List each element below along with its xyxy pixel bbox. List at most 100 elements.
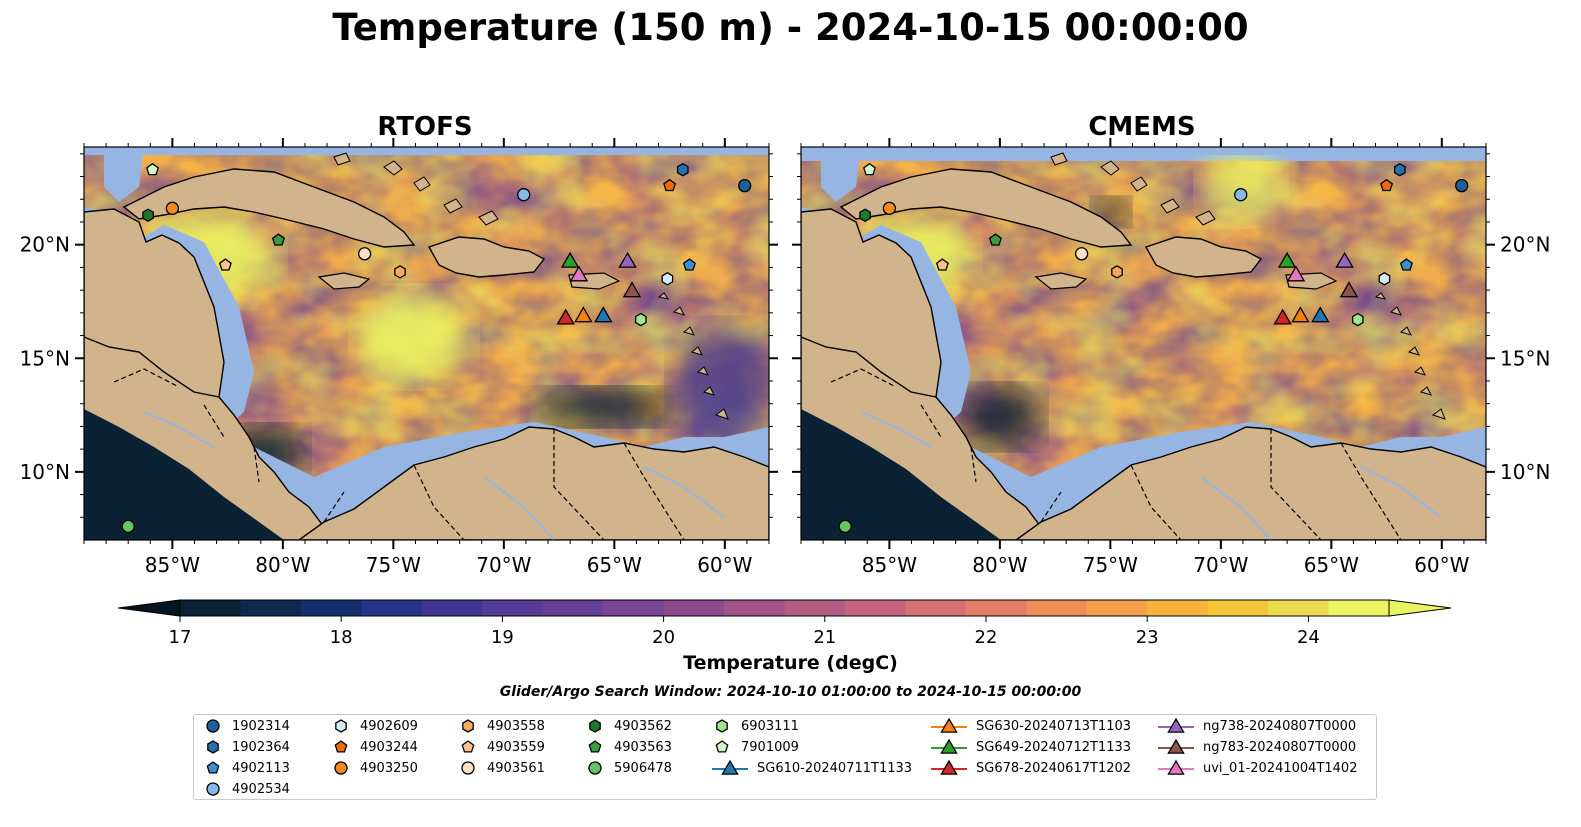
legend-label: ng738-20240807T0000 [1203, 718, 1357, 734]
panel-title-rtofs: RTOFS [377, 112, 473, 142]
colorbar-segment [905, 600, 967, 616]
colorbar-segment [180, 600, 241, 616]
legend-item: 7901009 [711, 737, 799, 757]
lat-tick-label: 20°N [1500, 233, 1550, 257]
map-frame-cmems [800, 146, 1487, 541]
map-rtofs [84, 147, 769, 540]
legend-item: 5906478 [584, 758, 672, 778]
legend-marker [206, 719, 220, 733]
legend-item: 4902609 [330, 716, 418, 736]
legend: 1902314 1902364 4902113 4902534 4902609 49032… [193, 714, 1377, 800]
colorbar-segment [1086, 600, 1148, 616]
legend-symbol [206, 761, 220, 774]
glider-marker [1339, 281, 1359, 298]
legend-label: SG649-20240712T1133 [976, 739, 1132, 755]
legend-symbol [940, 759, 958, 775]
argo-float-marker [1234, 188, 1248, 202]
argo-float-marker [1455, 178, 1469, 193]
glider-marker [1286, 265, 1306, 282]
lat-tick-label: 10°N [1500, 460, 1550, 484]
argo-float-marker [357, 247, 372, 261]
legend-marker [1158, 759, 1194, 775]
colorbar-segment [421, 600, 483, 616]
legend-marker [716, 719, 728, 733]
argo-float-marker [988, 233, 1002, 246]
legend-label: uvi_01-20241004T1402 [1203, 760, 1358, 776]
argo-float-marker [142, 208, 154, 222]
colorbar-segment [542, 600, 604, 616]
legend-marker [206, 782, 220, 796]
colorbar-segment [300, 600, 362, 616]
glider-marker [574, 306, 593, 323]
legend-symbol [715, 740, 729, 753]
legend-label: 4903558 [487, 718, 545, 734]
argo-float-marker [661, 272, 674, 286]
argo-float-marker [1351, 312, 1364, 327]
lon-tick-label: 75°W [366, 553, 421, 577]
legend-marker [588, 740, 602, 753]
glider-marker [622, 281, 642, 298]
legend-symbol [206, 719, 220, 733]
colorbar-segment [844, 600, 906, 616]
legend-symbol [206, 782, 220, 796]
legend-symbol [1167, 738, 1185, 754]
legend-symbol [207, 740, 219, 754]
lon-tick-label: 60°W [1414, 553, 1469, 577]
legend-item: 4903250 [330, 758, 418, 778]
marker-layer [121, 162, 1469, 534]
colorbar-label: Temperature (degC) [683, 652, 898, 674]
argo-float-marker [838, 519, 852, 534]
lon-tick-label: 80°W [972, 553, 1027, 577]
colorbar-tick-label: 24 [1297, 627, 1320, 648]
colorbar-extend-high [1388, 599, 1452, 617]
colorbar-frame [179, 599, 1390, 617]
argo-float-marker [271, 233, 285, 246]
legend-item: 4903563 [584, 737, 672, 757]
lon-tick-label: 75°W [1083, 553, 1138, 577]
lon-tick-label: 65°W [1304, 553, 1359, 577]
argo-float-marker [394, 265, 406, 279]
lon-tick-label: 70°W [1193, 553, 1248, 577]
legend-marker [931, 759, 967, 775]
legend-symbol [461, 740, 475, 753]
map-cmems [801, 147, 1486, 540]
colorbar: 17 18 19 20 21 22 23 24 [117, 599, 1452, 648]
glider-marker [1273, 308, 1292, 325]
legend-item: ng738-20240807T0000 [1157, 716, 1356, 736]
colorbar-segment [603, 600, 665, 616]
colorbar-segment [724, 600, 785, 616]
argo-float-marker [863, 162, 876, 176]
lat-tick-label: 20°N [20, 233, 70, 257]
legend-label: 4903561 [487, 760, 545, 776]
argo-float-marker [634, 312, 647, 327]
glider-marker [1311, 306, 1330, 323]
legend-label: SG630-20240713T1103 [976, 718, 1132, 734]
legend-item: uvi_01-20241004T1402 [1157, 758, 1357, 778]
colorbar-segment [663, 600, 725, 616]
legend-item: 4902113 [202, 758, 290, 778]
legend-item: 4903558 [457, 716, 545, 736]
legend-label: 4903563 [614, 739, 672, 755]
legend-marker [931, 738, 967, 754]
argo-float-marker [1399, 258, 1413, 271]
argo-float-marker [1380, 178, 1394, 192]
legend-label: 4903559 [487, 739, 545, 755]
argo-float-marker [738, 178, 752, 193]
legend-symbol [940, 717, 958, 733]
legend-symbol [334, 740, 348, 753]
legend-symbol [589, 719, 601, 733]
legend-label: SG678-20240617T1202 [976, 760, 1132, 776]
glider-marker [556, 308, 575, 325]
legend-label: 4902609 [360, 718, 418, 734]
legend-marker [715, 740, 729, 753]
legend-marker [334, 740, 348, 753]
legend-marker [712, 759, 748, 775]
legend-marker [461, 761, 475, 775]
legend-marker [1158, 738, 1194, 754]
colorbar-tick-label: 17 [169, 627, 192, 648]
legend-label: SG610-20240711T1133 [757, 760, 913, 776]
lat-tick-label: 15°N [1500, 346, 1550, 370]
lon-tick-label: 60°W [697, 553, 752, 577]
argo-float-marker [1378, 272, 1391, 286]
legend-marker [207, 740, 219, 754]
